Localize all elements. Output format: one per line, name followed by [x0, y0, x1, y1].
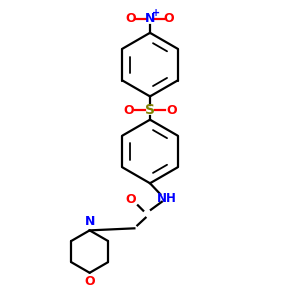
Text: O: O [164, 12, 175, 25]
Text: O: O [125, 12, 136, 25]
Text: O: O [166, 104, 176, 117]
Text: NH: NH [157, 192, 177, 206]
Text: +: + [152, 8, 160, 18]
Text: S: S [145, 103, 155, 117]
Text: O: O [84, 275, 95, 288]
Text: O: O [125, 193, 136, 206]
Text: N: N [145, 12, 155, 25]
Text: O: O [124, 104, 134, 117]
Text: N: N [85, 215, 95, 228]
